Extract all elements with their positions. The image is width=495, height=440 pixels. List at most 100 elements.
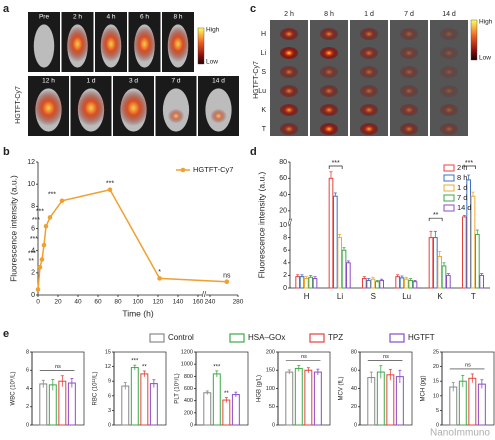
significance-bracket [462, 165, 476, 169]
organ-signal [402, 105, 416, 115]
mouse-body [33, 24, 55, 68]
bar [458, 380, 467, 426]
colorbar [470, 19, 478, 61]
signal [65, 26, 90, 62]
y-axis-title: WBC (10⁹/L) [10, 372, 17, 406]
y-tick-label: 800 [184, 374, 193, 380]
y-tick-label: 80 [351, 349, 357, 355]
y-tick-label: 0 [354, 422, 357, 428]
legend-label: Control [168, 333, 194, 342]
bar [203, 392, 212, 426]
organ-label: H [261, 31, 266, 38]
organ-signal [442, 48, 456, 58]
y-tick-label: 8 [26, 349, 29, 355]
x-tick-label: Li [337, 292, 343, 301]
x-tick-label: H [304, 292, 310, 301]
y-tick-label: 150 [266, 368, 275, 374]
axis-break [287, 220, 293, 224]
y-axis-title: MCV (fL) [339, 376, 345, 400]
y-tick-label: 20 [351, 404, 357, 410]
time-label: 3 d [129, 78, 138, 85]
organ-signal [322, 48, 336, 58]
y-tick-label: 10 [433, 393, 439, 399]
legend-marker [180, 167, 186, 173]
y-axis-title: MCH (pg) [421, 375, 427, 401]
y-tick-label: 20 [279, 208, 287, 215]
x-tick-label: 140 [173, 299, 184, 306]
bar [299, 276, 305, 289]
panel-letter: b [3, 146, 10, 158]
panel-letter: c [250, 3, 256, 15]
y-tick-label: 15 [105, 349, 111, 355]
time-label: 2 h [73, 14, 82, 21]
y-tick-label: 0 [31, 292, 35, 299]
bar [449, 386, 458, 426]
bar [121, 385, 130, 426]
x-axis-title: Time (h) [122, 308, 153, 318]
organ-signal [442, 105, 456, 115]
significance: ** [29, 258, 35, 265]
significance: *** [106, 181, 114, 188]
significance: * [158, 269, 161, 276]
y-tick-label: 80 [279, 159, 287, 166]
x-tick-label: 100 [133, 299, 144, 306]
time-label: 7 d [404, 11, 414, 18]
data-point [35, 287, 41, 292]
y-tick-label: 8 [31, 203, 35, 210]
bar [212, 373, 221, 426]
y-axis-title: Fluorescence intensity (a.u.) [256, 171, 266, 278]
y-tick-label: 0 [108, 422, 111, 428]
y-tick-label: 2 [283, 272, 287, 279]
organ-signal [442, 86, 456, 96]
bar [130, 367, 139, 426]
x-tick-label: 160 [193, 299, 204, 306]
significance: *** [465, 160, 473, 167]
legend-label: 7 d [457, 193, 467, 202]
significance: ** [433, 212, 439, 219]
signal [167, 108, 185, 124]
organ-signal [362, 29, 376, 39]
x-tick-label: Lu [402, 292, 411, 301]
y-tick-label: 6 [283, 247, 287, 254]
organ-signal [362, 48, 376, 58]
legend-label: HGTFT-Cy7 [193, 165, 233, 174]
bar [408, 279, 414, 289]
x-tick-label: 280 [233, 299, 244, 306]
organ-signal [442, 124, 456, 134]
time-label: Pre [39, 14, 50, 21]
significance: ns [301, 354, 307, 360]
y-tick-label: 50 [269, 404, 275, 410]
organ-signal [362, 105, 376, 115]
significance: ** [224, 391, 229, 397]
bar [379, 279, 385, 289]
panel-letter: a [3, 3, 10, 15]
organ-label: K [261, 107, 266, 114]
y-tick-label: 4 [283, 260, 287, 267]
significance: ns [223, 273, 231, 280]
significance: ns [465, 362, 471, 368]
significance: ** [142, 365, 147, 371]
y-tick-label: 40 [279, 191, 287, 198]
legend-swatch [443, 174, 455, 182]
bar [395, 276, 401, 289]
legend-label: 2 h [457, 163, 467, 172]
organ-signal [442, 67, 456, 77]
organ-frame [390, 20, 428, 136]
bar [446, 274, 451, 289]
signal [165, 26, 191, 62]
panel-letter: d [250, 146, 257, 158]
bar [67, 382, 76, 426]
y-axis-title: PLT (10⁹/L) [174, 373, 181, 403]
significance: *** [28, 250, 36, 257]
organ-signal [402, 86, 416, 96]
legend-swatch [309, 333, 325, 343]
legend-swatch [443, 164, 455, 172]
signal [75, 90, 107, 126]
y-tick-label: 100 [266, 386, 275, 392]
watermark: NanoImmuno [430, 428, 490, 439]
time-label: 14 d [442, 11, 456, 18]
x-tick-label: 40 [74, 299, 82, 306]
y-tick-label: 2 [26, 404, 29, 410]
signal [132, 26, 157, 62]
